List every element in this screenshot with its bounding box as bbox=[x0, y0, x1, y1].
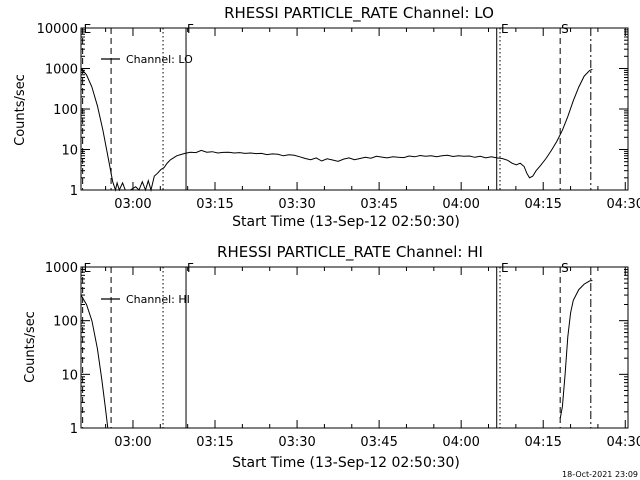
x-tick-label: 04:30 bbox=[607, 435, 640, 450]
footer-timestamp: 18-Oct-2021 23:09 bbox=[562, 470, 638, 479]
x-tick-label: 04:00 bbox=[442, 435, 479, 450]
y-tick-label: 10 bbox=[61, 368, 78, 383]
x-axis-label: Start Time (13-Sep-12 02:50:30) bbox=[232, 214, 460, 230]
y-tick-label: 1000 bbox=[45, 261, 78, 276]
legend-label: Channel: HI bbox=[126, 293, 190, 306]
chart-title: RHESSI PARTICLE_RATE Channel: HI bbox=[217, 243, 483, 262]
y-tick-label: 1000 bbox=[45, 63, 78, 78]
x-tick-label: 04:00 bbox=[442, 197, 479, 212]
chart-panel-lo: RHESSI PARTICLE_RATE Channel: LO Start T… bbox=[13, 4, 640, 230]
event-marker-label: E bbox=[501, 22, 509, 36]
event-marker-label: S bbox=[561, 22, 569, 36]
legend-label: Channel: LO bbox=[126, 53, 193, 66]
chart-title: RHESSI PARTICLE_RATE Channel: LO bbox=[224, 4, 494, 23]
y-tick-label: 10 bbox=[61, 144, 78, 159]
series-line bbox=[80, 68, 593, 192]
event-marker-label: E bbox=[501, 261, 509, 275]
event-marker-label: F bbox=[187, 261, 194, 275]
x-tick-label: 03:30 bbox=[278, 435, 315, 450]
y-axis-label: Counts/sec bbox=[23, 311, 38, 383]
series-line bbox=[559, 280, 593, 419]
chart-panel-hi: RHESSI PARTICLE_RATE Channel: HI Start T… bbox=[23, 243, 640, 471]
y-tick-label: 1 bbox=[70, 184, 78, 199]
event-marker-label: F bbox=[187, 22, 194, 36]
event-marker-label: E bbox=[84, 261, 92, 275]
x-tick-label: 04:15 bbox=[524, 435, 561, 450]
x-tick-label: 03:00 bbox=[114, 435, 151, 450]
x-tick-label: 04:15 bbox=[524, 197, 561, 212]
y-tick-label: 100 bbox=[53, 315, 78, 330]
plot-frame bbox=[80, 266, 629, 429]
x-tick-label: 03:45 bbox=[360, 435, 397, 450]
y-tick-label: 10000 bbox=[37, 22, 78, 37]
event-marker-label: S bbox=[561, 261, 569, 275]
y-axis-label: Counts/sec bbox=[13, 74, 28, 146]
x-axis-label: Start Time (13-Sep-12 02:50:30) bbox=[232, 455, 460, 471]
x-tick-label: 04:30 bbox=[607, 197, 640, 212]
series-line bbox=[80, 294, 109, 429]
y-tick-label: 1 bbox=[70, 422, 78, 437]
x-tick-label: 03:15 bbox=[196, 197, 233, 212]
y-tick-label: 100 bbox=[53, 103, 78, 118]
x-tick-label: 03:00 bbox=[114, 197, 151, 212]
x-tick-label: 03:45 bbox=[360, 197, 397, 212]
x-tick-label: 03:15 bbox=[196, 435, 233, 450]
x-tick-label: 03:30 bbox=[278, 197, 315, 212]
event-marker-label: E bbox=[84, 22, 92, 36]
